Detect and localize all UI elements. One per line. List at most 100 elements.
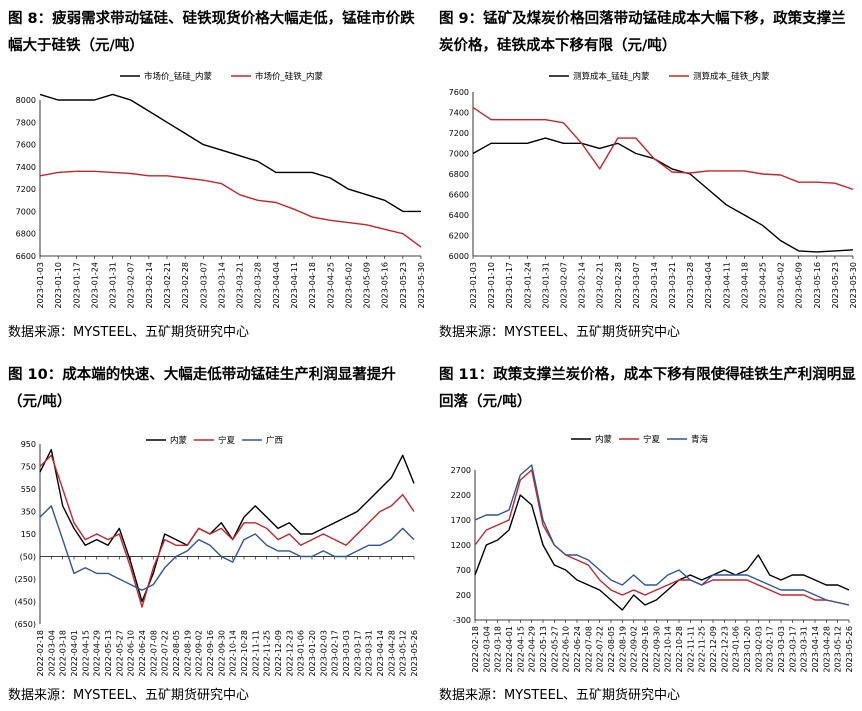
x-tick-label: 2023-05-12 [399,630,408,677]
x-tick-label: 2023-01-10 [54,262,63,309]
legend-label: 内蒙 [595,434,613,445]
x-tick-label: 2023-04-25 [759,262,768,309]
x-tick-label: 2023-02-07 [559,262,568,309]
x-tick-label: 2022-09-30 [652,626,661,673]
x-tick-label: 2023-01-24 [90,262,99,309]
chart-panel-fig10: 图 10：成本端的快速、大幅走低带动锰硅生产利润显著提升（元/吨） (650)(… [0,356,431,711]
x-tick-label: 2023-05-30 [417,262,426,309]
legend-label: 宁夏 [643,434,661,445]
x-tick-label: 2022-02-18 [36,630,45,677]
x-tick-label: 2023-01-31 [541,262,550,309]
x-tick-label: 2023-04-18 [740,262,749,309]
data-source: 数据来源：MYSTEEL、五矿期货研究中心 [439,325,681,340]
x-tick-label: 2023-05-09 [363,262,372,309]
x-tick-label: 2023-05-26 [845,626,854,673]
x-tick-label: 2023-05-16 [381,262,390,309]
x-tick-label: 2022-05-13 [539,626,548,673]
y-tick-label: 6600 [449,191,469,200]
x-tick-label: 2023-04-14 [811,626,820,673]
x-tick-label: 2022-03-18 [494,626,503,673]
series-line-0 [39,448,415,603]
x-tick-label: 2023-04-04 [272,262,281,309]
x-tick-label: 2022-08-05 [607,626,616,673]
y-tick-label: 2200 [451,491,471,500]
data-source: 数据来源：MYSTEEL、五矿期货研究中心 [8,325,250,340]
x-tick-label: 2023-02-03 [319,630,328,677]
x-tick-label: 2022-03-04 [47,630,56,677]
series-line-2 [474,464,850,606]
series-line-0 [39,93,421,213]
x-tick-label: 2023-02-07 [127,262,136,309]
chart-panel-fig8: 图 8：疲弱需求带动锰硅、硅铁现货价格大幅走低，锰硅市价跌幅大于硅铁（元/吨） … [0,0,431,355]
x-tick-label: 2023-04-18 [308,262,317,309]
x-tick-label: 2023-04-28 [387,630,396,677]
x-tick-label: 2023-02-21 [596,262,605,309]
x-tick-label: 2023-01-03 [36,262,45,309]
chart-title: 图 8：疲弱需求带动锰硅、硅铁现货价格大幅走低，锰硅市价跌幅大于硅铁（元/吨） [8,11,415,54]
y-tick-label: 7600 [449,88,469,97]
x-tick-label: 2022-08-19 [183,630,192,677]
legend-label: 市场价_锰硅_内蒙 [144,71,213,82]
series-line-1 [39,170,422,248]
x-tick-label: 2023-05-26 [410,630,419,677]
x-tick-label: 2023-01-03 [469,262,478,309]
chart-title: 图 10：成本端的快速、大幅走低带动锰硅生产利润显著提升（元/吨） [8,367,396,410]
series-line-0 [474,494,850,611]
x-tick-label: 2023-01-24 [523,262,532,309]
x-tick-label: 2023-03-14 [217,262,226,309]
legend-label: 青海 [691,434,709,445]
x-tick-label: 2023-02-28 [614,262,623,309]
x-tick-label: 2023-02-17 [331,630,340,677]
y-tick-label: 8000 [16,96,36,105]
x-tick-label: 2023-03-03 [342,630,351,677]
y-tick-label: -300 [453,616,471,625]
x-tick-label: 2023-02-03 [754,626,763,673]
x-tick-label: 2023-04-11 [722,262,731,309]
x-tick-label: 2022-07-08 [584,626,593,673]
x-tick-label: 2022-06-24 [573,626,582,673]
x-tick-label: 2022-10-14 [229,630,238,677]
x-tick-label: 2023-01-17 [505,262,514,309]
x-tick-label: 2023-03-17 [788,626,797,673]
x-tick-label: 2022-06-10 [127,630,136,677]
y-tick-label: (250) [14,575,36,584]
x-tick-label: 2023-01-10 [487,262,496,309]
x-tick-label: 2023-02-21 [163,262,172,309]
x-tick-label: 2023-04-04 [704,262,713,309]
y-tick-label: 7000 [449,150,469,159]
x-tick-label: 2023-05-02 [777,262,786,309]
legend-label: 测算成本_硅铁_内蒙 [693,71,770,82]
y-tick-label: 7000 [16,207,36,216]
x-tick-label: 2022-06-24 [138,630,147,677]
x-tick-label: 2022-08-19 [618,626,627,673]
x-tick-label: 2022-11-25 [263,630,272,677]
y-tick-label: 6600 [16,252,36,261]
y-tick-label: (50) [20,553,36,562]
x-tick-label: 2022-09-02 [195,630,204,677]
y-tick-label: 350 [21,508,36,517]
y-tick-label: 7400 [449,109,469,118]
y-tick-label: 7600 [16,141,36,150]
y-tick-label: 1700 [451,516,471,525]
data-source: 数据来源：MYSTEEL、五矿期货研究中心 [439,688,681,703]
x-tick-label: 2022-04-15 [516,626,525,673]
x-tick-label: 2022-06-10 [562,626,571,673]
legend-label: 宁夏 [218,435,236,446]
y-tick-label: 950 [21,440,36,449]
x-tick-label: 2022-10-14 [664,626,673,673]
series-line-1 [39,454,415,608]
y-tick-label: 6400 [449,211,469,220]
chart-fig10: (650) (450) (250) (50) 150 350 550 750 950 2022-0… [14,435,419,677]
x-tick-label: 2022-04-29 [528,626,537,673]
legend-label: 广西 [266,435,283,446]
x-tick-label: 2022-08-05 [172,630,181,677]
data-source: 数据来源：MYSTEEL、五矿期货研究中心 [8,688,250,703]
x-tick-label: 2023-04-28 [822,626,831,673]
x-tick-label: 2023-05-12 [834,626,843,673]
chart-panel-fig11: 图 11：政策支撑兰炭价格，成本下移有限使得硅铁生产利润明显回落（元/吨） -3… [431,356,862,711]
x-tick-label: 2022-04-15 [81,630,90,677]
chart-fig9: 6000 6200 6400 6600 6800 7000 7200 7400 7600 2023… [449,71,858,309]
y-tick-label: 6800 [449,170,469,179]
chart-title: 图 11：政策支撑兰炭价格，成本下移有限使得硅铁生产利润明显回落（元/吨） [439,367,856,410]
